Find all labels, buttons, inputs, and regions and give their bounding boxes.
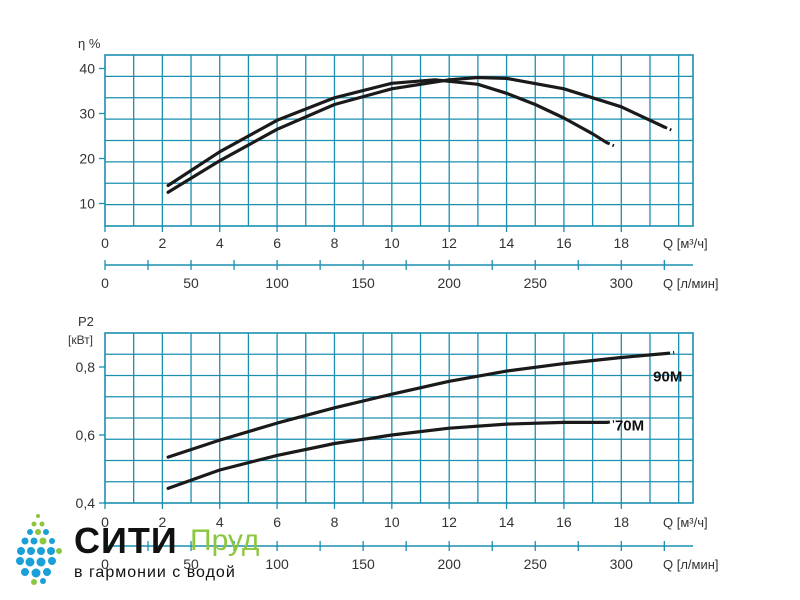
logo-dot — [48, 557, 56, 565]
logo-dot — [27, 529, 33, 535]
curve-end-tail — [663, 125, 672, 132]
x-tick-label: 2 — [158, 514, 166, 530]
logo-word-siti: СИТИ — [74, 520, 178, 561]
y-axis-label: η % — [78, 36, 101, 51]
x2-tick-label: 150 — [351, 556, 375, 572]
logo-dot — [40, 578, 46, 584]
y-axis-unit: [кВт] — [68, 333, 93, 347]
x-tick-label: 12 — [441, 514, 457, 530]
efficiency-chart: 10 20 30 40 0 2 4 6 8 10 12 14 16 18 Q [м³/ч] 0 50 100 150… — [78, 36, 719, 291]
plot-frame — [104, 332, 694, 504]
x2-tick-label: 50 — [183, 275, 199, 291]
logo-dot — [36, 557, 46, 567]
x-tick-label: 4 — [216, 514, 224, 530]
logo-dot — [30, 537, 38, 545]
logo-dot — [47, 547, 55, 555]
logo-tagline: в гармонии с водой — [74, 564, 236, 581]
x-axis-label: Q [м³/ч] — [663, 515, 708, 530]
x2-tick-label: 200 — [438, 275, 462, 291]
x-tick-label: 0 — [101, 514, 109, 530]
y-tick-label: 0,4 — [76, 495, 96, 511]
series-line-70M — [166, 420, 609, 490]
logo-dot — [43, 568, 51, 576]
logo-dot — [17, 547, 25, 555]
y-tick-label: 20 — [79, 151, 95, 167]
x2-tick-label: 250 — [524, 275, 548, 291]
y-tick-label: 10 — [79, 196, 95, 212]
logo-dot — [21, 537, 29, 545]
x-tick-label: 8 — [331, 235, 339, 251]
x-tick-label: 6 — [273, 514, 281, 530]
x2-tick-label: 100 — [265, 556, 289, 572]
x2-tick-label: 250 — [524, 556, 548, 572]
x2-axis-label: Q [л/мин] — [663, 276, 719, 291]
y-tick-label: 30 — [79, 106, 95, 122]
logo-dot — [31, 579, 37, 585]
x2-tick-label: 100 — [265, 275, 289, 291]
curve-end-tail — [606, 141, 615, 148]
logo-dot — [56, 548, 62, 554]
x2-tick-label: 50 — [183, 556, 199, 572]
logo-dot — [49, 538, 55, 544]
x2-tick-label: 150 — [351, 275, 375, 291]
logo-dot — [39, 521, 45, 527]
logo-word-prud: Пруд — [190, 524, 260, 557]
logo-dot — [27, 547, 35, 555]
x-tick-label: 10 — [384, 235, 400, 251]
logo-dot — [39, 537, 47, 545]
power-chart: 0,4 0,6 0,8 0 2 4 6 8 10 12 14 16 18 Q [м³/ч] 0 50 100 15… — [68, 314, 719, 572]
y-tick-label: 0,8 — [76, 359, 96, 375]
logo-dot — [21, 568, 29, 576]
x2-tick-label: 0 — [101, 556, 109, 572]
x-tick-label: 0 — [101, 235, 109, 251]
logo-dot — [31, 521, 37, 527]
company-logo: СИТИ Пруд в гармонии с водой — [8, 510, 308, 590]
series-line-curve-2 — [166, 75, 666, 194]
x2-axis-label: Q [л/мин] — [663, 557, 719, 572]
x-tick-label: 16 — [556, 235, 572, 251]
x-tick-label: 2 — [158, 235, 166, 251]
x-tick-label: 18 — [614, 514, 630, 530]
x2-tick-label: 0 — [101, 275, 109, 291]
x-axis-label: Q [м³/ч] — [663, 236, 708, 251]
x-tick-label: 8 — [331, 514, 339, 530]
x-tick-label: 18 — [614, 235, 630, 251]
logo-dot — [43, 529, 49, 535]
x-tick-label: 12 — [441, 235, 457, 251]
logo-dot — [25, 557, 35, 567]
logo-dot — [36, 514, 40, 518]
x-tick-label: 4 — [216, 235, 224, 251]
x-tick-label: 6 — [273, 235, 281, 251]
curve-end-tail — [606, 419, 615, 424]
x-tick-label: 10 — [384, 514, 400, 530]
series-label-70M: 70M — [615, 417, 644, 434]
logo-dot — [37, 547, 45, 555]
series-line-90M — [166, 351, 669, 459]
plot-frame — [104, 54, 694, 227]
x2-tick-label: 300 — [610, 556, 634, 572]
y-tick-label: 0,6 — [76, 427, 96, 443]
x-tick-label: 16 — [556, 514, 572, 530]
y-tick-label: 40 — [79, 61, 95, 77]
x2-tick-label: 200 — [438, 556, 462, 572]
water-drop-icon — [16, 514, 62, 585]
x-tick-label: 14 — [499, 235, 515, 251]
y-axis-label: P2 — [78, 314, 94, 329]
x2-tick-label: 300 — [610, 275, 634, 291]
series-line-curve-1 — [166, 78, 609, 188]
curve-end-tail — [666, 350, 675, 355]
x-tick-label: 14 — [499, 514, 515, 530]
series-label-90M: 90M — [653, 368, 682, 385]
logo-dot — [31, 568, 41, 578]
logo-dot — [16, 557, 24, 565]
logo-dot — [35, 529, 41, 535]
